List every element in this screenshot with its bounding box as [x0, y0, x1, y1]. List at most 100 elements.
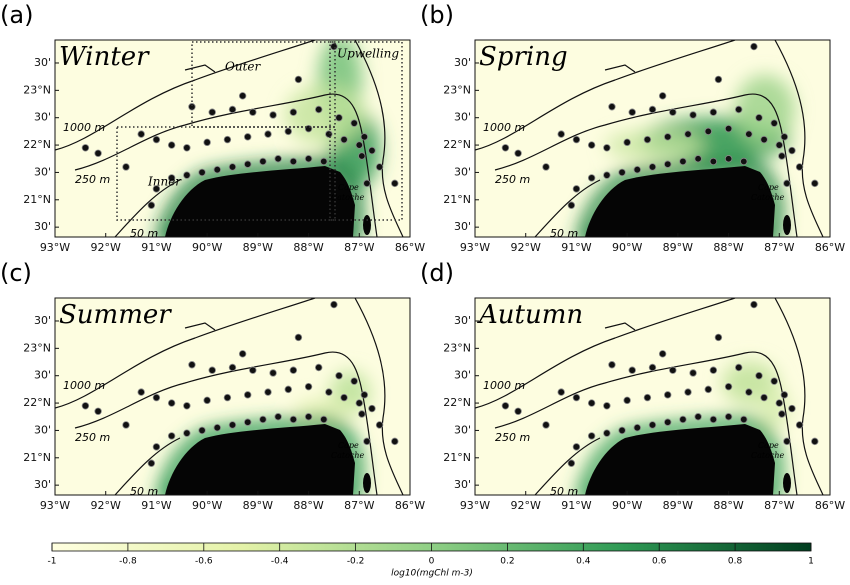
contour-label: 1000 m [63, 121, 105, 134]
station [603, 402, 611, 410]
station [152, 393, 161, 402]
station [514, 407, 522, 415]
region-label: Upwelling [337, 47, 399, 61]
station [122, 163, 130, 171]
station [198, 426, 206, 435]
station [603, 171, 611, 179]
station [709, 415, 718, 424]
station [709, 108, 718, 116]
station [603, 429, 611, 437]
station [294, 333, 303, 342]
station [735, 363, 743, 372]
cape-label: Catoche [331, 451, 365, 460]
station [335, 372, 343, 380]
station [735, 105, 743, 114]
station [669, 366, 677, 374]
station [709, 366, 718, 374]
station [788, 146, 796, 155]
y-tick-label: 21°N [23, 193, 51, 206]
season-label: Winter [59, 42, 150, 72]
station [658, 92, 667, 100]
station [628, 366, 636, 374]
station [228, 363, 237, 372]
contour-1000 [475, 40, 824, 237]
station [724, 155, 733, 163]
station [259, 415, 267, 424]
map-area [475, 40, 830, 237]
contour-50 [114, 322, 216, 495]
station [183, 429, 191, 437]
colorbar-label: log10(mgChl m-3) [391, 569, 473, 579]
station [623, 138, 631, 147]
x-tick-label: 91°W [561, 241, 591, 254]
station [567, 201, 576, 209]
island [363, 473, 371, 493]
station [358, 410, 366, 418]
station [391, 437, 399, 446]
station [183, 171, 191, 179]
y-tick-label: 30' [34, 478, 51, 491]
contour-label: 250 m [495, 431, 530, 444]
y-tick-label: 30' [34, 423, 51, 436]
station [188, 361, 196, 369]
x-tick-label: 88°W [293, 241, 323, 254]
colorbar-tick-label: 0.2 [500, 557, 514, 567]
station [244, 133, 252, 141]
station [340, 393, 348, 402]
station [658, 350, 667, 358]
station [664, 418, 672, 426]
contour-label: 250 m [495, 173, 530, 186]
panel-letter: (a) [0, 1, 33, 29]
station [679, 415, 687, 424]
contour-250 [74, 351, 378, 495]
frame [474, 297, 831, 496]
station [320, 415, 328, 424]
station [648, 163, 657, 171]
station [94, 149, 102, 157]
station [694, 413, 702, 421]
x-tick-label: 88°W [713, 241, 743, 254]
station [648, 363, 657, 372]
station [274, 155, 282, 163]
station [315, 363, 323, 372]
station [360, 391, 369, 399]
x-tick-label: 87°W [344, 499, 374, 512]
y-tick-label: 30' [454, 220, 471, 233]
x-tick-label: 91°W [141, 499, 171, 512]
station [228, 163, 237, 171]
station [325, 130, 333, 138]
station [778, 410, 786, 418]
contour-1000 [55, 40, 404, 237]
station [572, 393, 581, 402]
station [714, 75, 723, 84]
station [335, 114, 343, 122]
station [811, 179, 819, 188]
y-tick-label: 21°N [443, 193, 471, 206]
station [795, 163, 804, 171]
station [350, 377, 358, 385]
station [684, 388, 692, 396]
station [350, 119, 358, 127]
contour-50 [114, 64, 216, 237]
colorbar-tick-label: 0.4 [576, 557, 591, 567]
station [514, 149, 522, 157]
y-tick-label: 22°N [443, 396, 471, 409]
cape-label: Cape [338, 183, 359, 192]
station [208, 108, 216, 116]
station [244, 418, 252, 426]
station [664, 391, 672, 399]
station [775, 399, 783, 407]
station [358, 152, 366, 160]
station [203, 138, 211, 147]
contour-label: 250 m [75, 431, 110, 444]
station [304, 413, 313, 421]
chl-patch [285, 85, 365, 145]
y-tick-label: 21°N [23, 451, 51, 464]
y-tick-label: 30' [454, 478, 471, 491]
y-tick-label: 22°N [23, 138, 51, 151]
station [694, 155, 702, 163]
y-tick-label: 21°N [443, 451, 471, 464]
station [213, 165, 221, 174]
